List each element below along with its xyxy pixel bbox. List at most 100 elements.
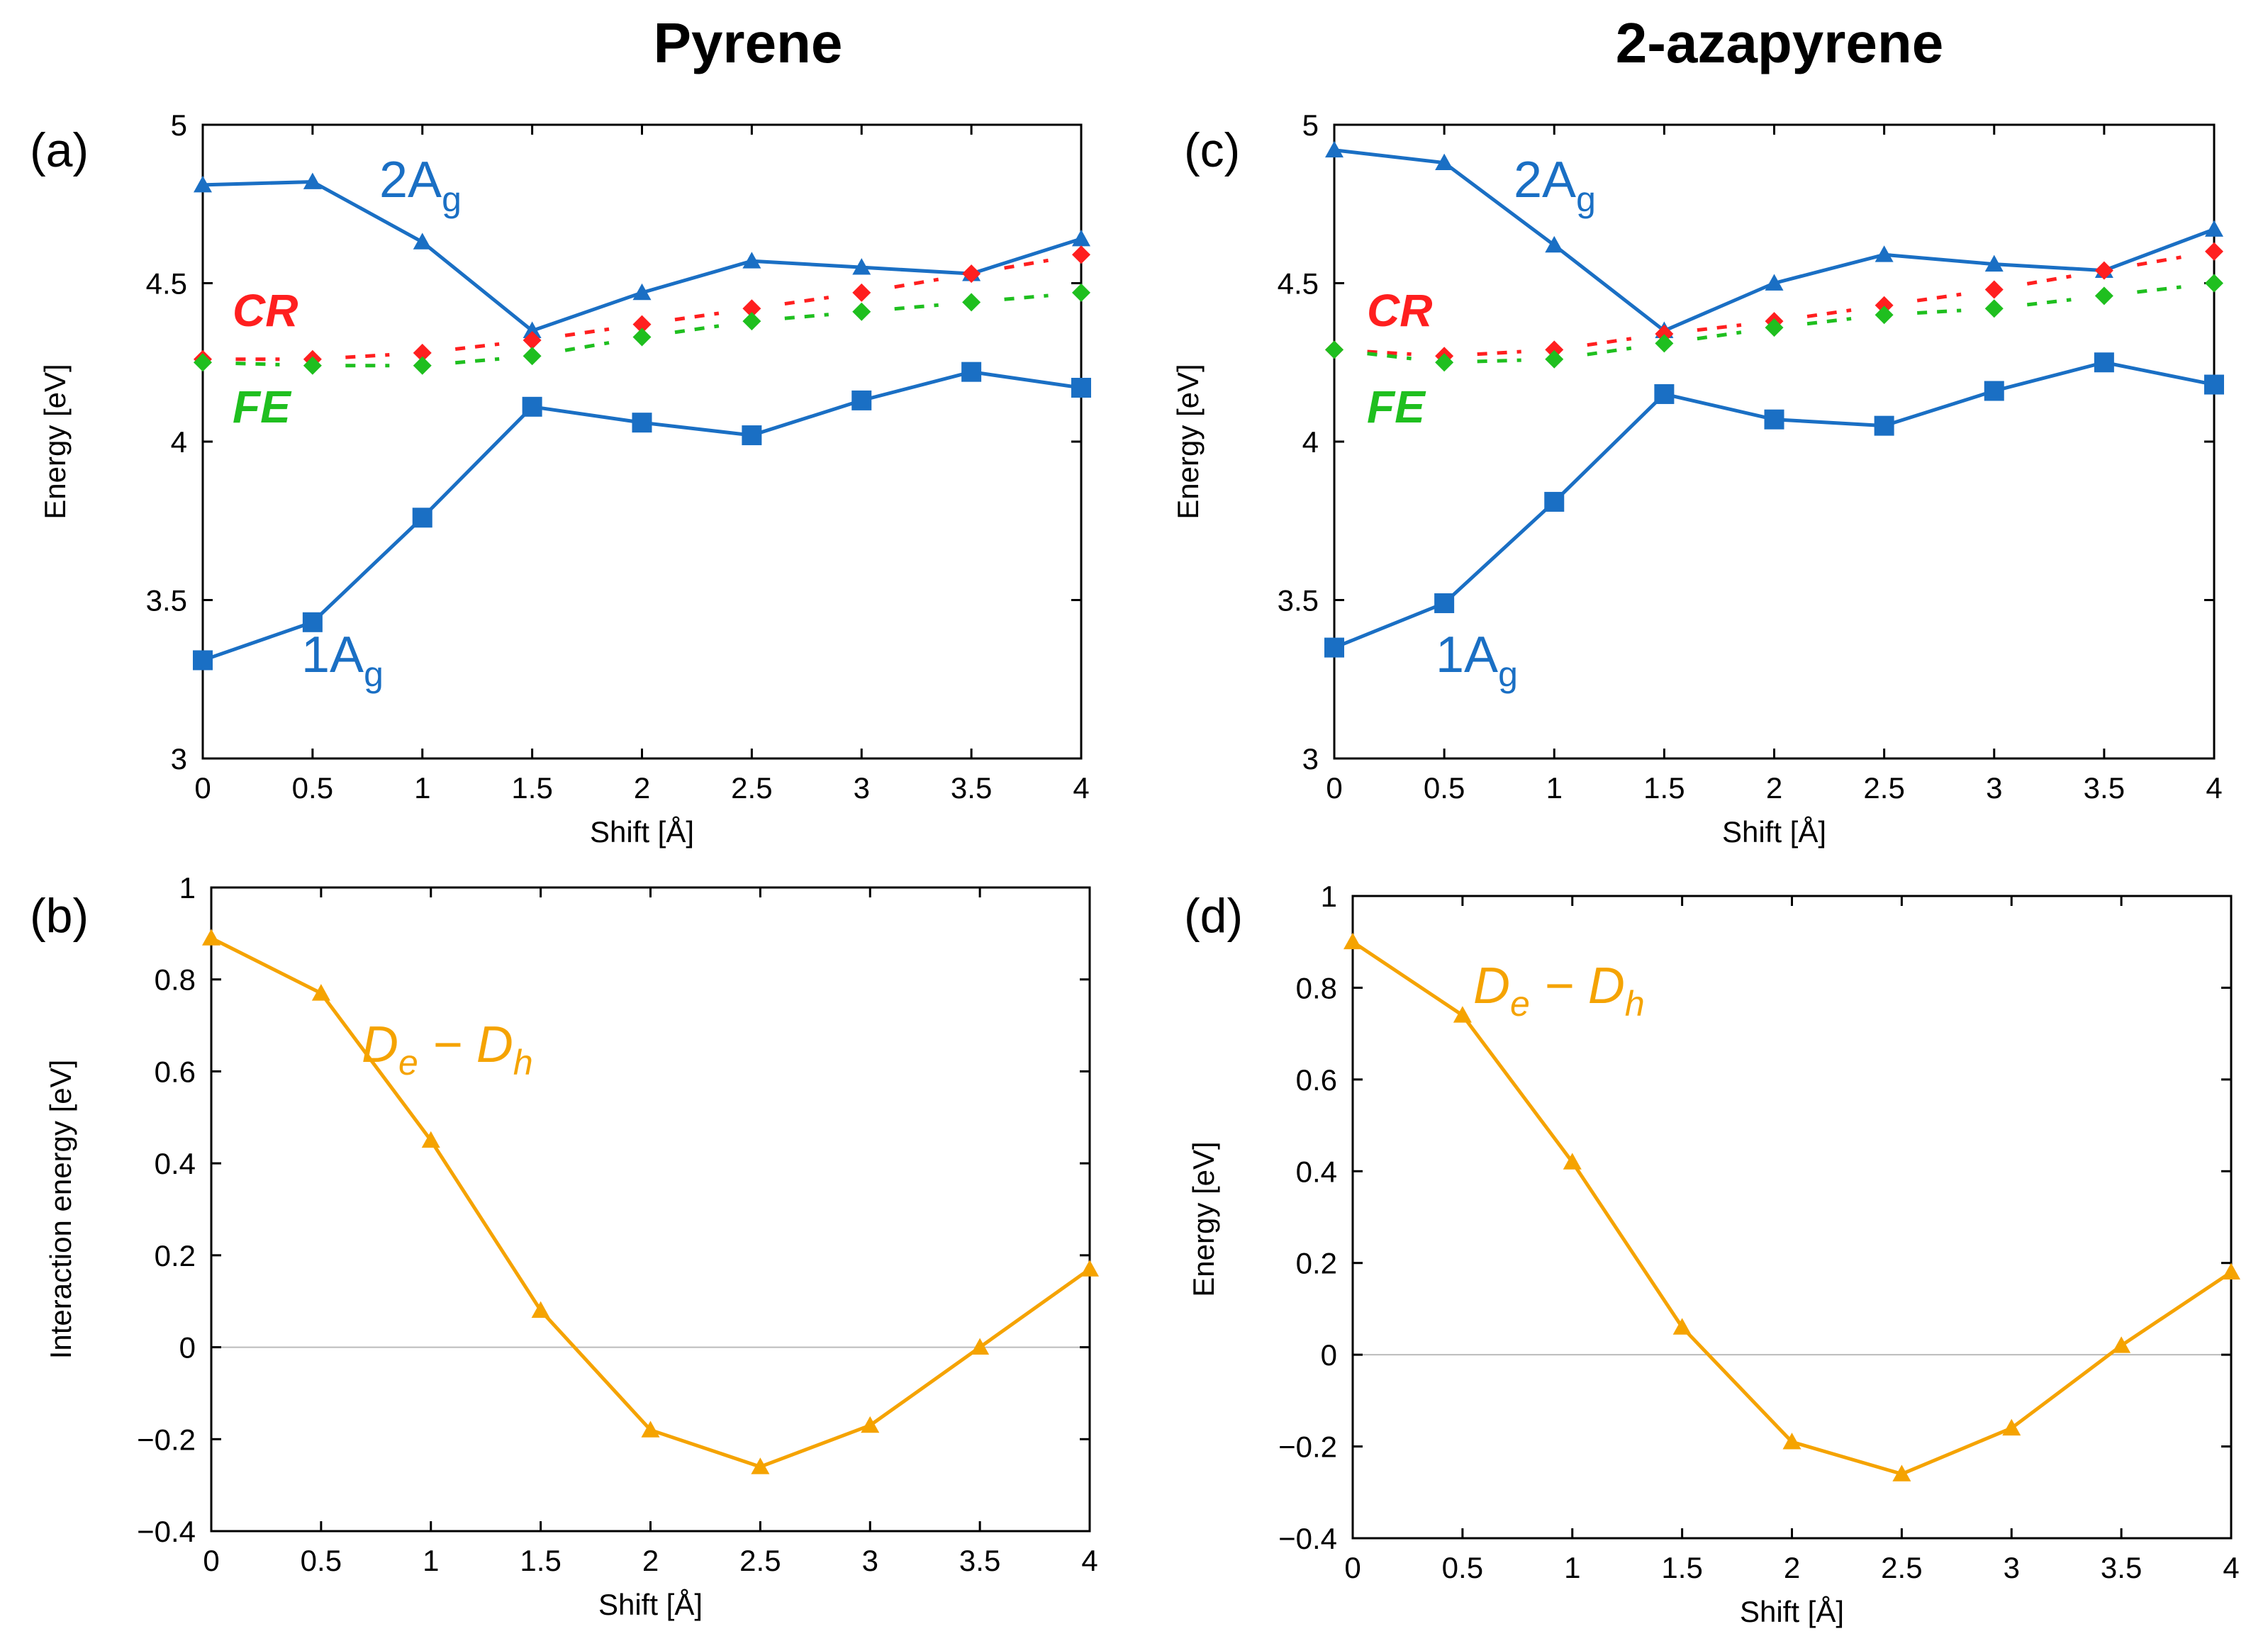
data-point-triangle <box>421 1131 440 1148</box>
x-tick-label: 1.5 <box>520 1544 561 1577</box>
y-tick-label: 3.5 <box>146 584 187 617</box>
data-point-triangle <box>523 321 542 338</box>
data-point-diamond <box>852 302 871 321</box>
data-point-diamond <box>1325 340 1344 359</box>
x-tick-label: 3 <box>1986 771 2002 805</box>
series-dash-segment <box>1917 308 1962 315</box>
series-dash-segment <box>674 324 720 335</box>
series-dash-segment <box>1477 349 1521 357</box>
data-point-triangle <box>751 1457 770 1474</box>
data-point-diamond <box>962 264 981 284</box>
y-tick-label: 0.6 <box>1296 1063 1337 1097</box>
data-point-diamond <box>1545 340 1564 359</box>
data-point-diamond <box>1072 245 1090 264</box>
x-tick-label: 4 <box>2223 1551 2239 1584</box>
data-point-triangle <box>194 175 212 193</box>
x-axis-label: Shift [Å] <box>598 1588 703 1621</box>
data-point-square <box>522 396 542 417</box>
y-tick-label: 0.8 <box>155 963 196 997</box>
data-point-triangle <box>2002 1418 2021 1436</box>
series-line <box>1351 940 2233 1476</box>
data-point-square <box>632 413 652 433</box>
y-tick-label: −0.4 <box>1278 1522 1337 1555</box>
y-tick-label: 5 <box>1302 108 1319 142</box>
data-point-triangle <box>1325 140 1344 158</box>
data-point-triangle <box>1545 235 1564 253</box>
x-tick-label: 1 <box>1546 771 1563 805</box>
data-point-triangle <box>1072 229 1090 247</box>
x-tick-label: 0.5 <box>1424 771 1465 805</box>
y-tick-label: −0.4 <box>137 1515 196 1548</box>
panel-letter: (b) <box>30 889 89 943</box>
data-point-triangle <box>303 172 322 189</box>
data-point-triangle <box>1344 932 1362 950</box>
data-point-triangle <box>413 233 432 250</box>
data-point-diamond <box>303 356 322 375</box>
series-line <box>1334 360 2215 649</box>
data-point-triangle <box>852 258 871 275</box>
x-tick-label: 0 <box>1326 771 1342 805</box>
series-label: 2Ag <box>379 152 462 219</box>
data-point-diamond <box>852 283 871 302</box>
x-tick-label: 2.5 <box>731 771 772 805</box>
series-label: FE <box>233 381 292 432</box>
data-point-triangle <box>742 252 761 269</box>
series-dash-segment <box>1697 323 1742 332</box>
data-point-triangle <box>1435 153 1454 171</box>
data-point-diamond <box>1765 318 1784 337</box>
x-tick-label: 2 <box>642 1544 659 1577</box>
series-label: De − Dh <box>1473 958 1645 1024</box>
series-dash-segment <box>1367 349 1412 357</box>
data-point-square <box>2094 352 2114 373</box>
data-point-triangle <box>1875 245 1894 262</box>
y-tick-label: 4 <box>1302 425 1319 459</box>
x-tick-label: 2 <box>634 771 650 805</box>
data-point-triangle <box>1782 1433 1801 1450</box>
series-label: FE <box>1367 381 1426 432</box>
data-point-diamond <box>1655 334 1674 353</box>
data-point-diamond <box>194 353 212 372</box>
data-point-square <box>1544 491 1565 512</box>
panels: (a) 0 0.5 1 1.5 2 2.5 3 3.5 4 3 3.5 4 4.5 5 Shift [Å] En… <box>30 108 2240 1628</box>
series-dash-segment <box>1806 308 1852 318</box>
series-dash-segment <box>784 296 829 306</box>
y-tick-label: 1 <box>1321 880 1337 913</box>
x-tick-label: 0 <box>1344 1551 1361 1584</box>
x-tick-label: 2.5 <box>1863 771 1904 805</box>
data-point-square <box>302 612 323 632</box>
series-dash-segment <box>564 327 610 337</box>
x-tick-label: 1.5 <box>1661 1551 1702 1584</box>
column-title-pyrene: Pyrene <box>654 11 843 74</box>
data-point-diamond <box>1655 325 1674 344</box>
series-dash-segment <box>2027 298 2072 307</box>
data-point-square <box>1654 383 1675 404</box>
data-point-diamond <box>1435 353 1454 372</box>
y-tick-label: 3.5 <box>1278 584 1319 617</box>
panel-b: (b) 0 0.5 1 1.5 2 2.5 3 3.5 4 −0.4 −0.2 0 0.2 0.4 0.6 0.… <box>30 871 1099 1621</box>
data-point-diamond <box>2094 261 2113 280</box>
series-dash-segment <box>2137 285 2182 294</box>
data-point-triangle <box>861 1416 880 1433</box>
y-tick-label: 0 <box>1321 1338 1337 1372</box>
series-dash-segment <box>1697 330 1742 341</box>
series-cr <box>194 245 1090 369</box>
data-point-square <box>1434 593 1455 613</box>
y-tick-label: 0.4 <box>1296 1155 1337 1188</box>
x-tick-label: 2 <box>1766 771 1782 805</box>
x-tick-label: 4 <box>2206 771 2222 805</box>
x-tick-label: 0.5 <box>1442 1551 1483 1584</box>
x-tick-label: 1 <box>423 1544 439 1577</box>
series-fe <box>194 283 1090 375</box>
x-tick-label: 2.5 <box>739 1544 781 1577</box>
y-tick-label: 4.5 <box>146 267 187 301</box>
y-axis-label: Interaction energy [eV] <box>44 1060 77 1360</box>
data-point-diamond <box>1875 306 1894 325</box>
y-tick-label: −0.2 <box>1278 1430 1337 1464</box>
y-tick-label: 4.5 <box>1278 267 1319 301</box>
column-title-2-azapyrene: 2-azapyrene <box>1616 11 1943 74</box>
data-point-triangle <box>641 1421 660 1438</box>
series-dash-segment <box>454 342 500 351</box>
series-dash-segment <box>1004 293 1049 301</box>
data-point-diamond <box>742 299 761 318</box>
data-point-diamond <box>2205 274 2223 293</box>
